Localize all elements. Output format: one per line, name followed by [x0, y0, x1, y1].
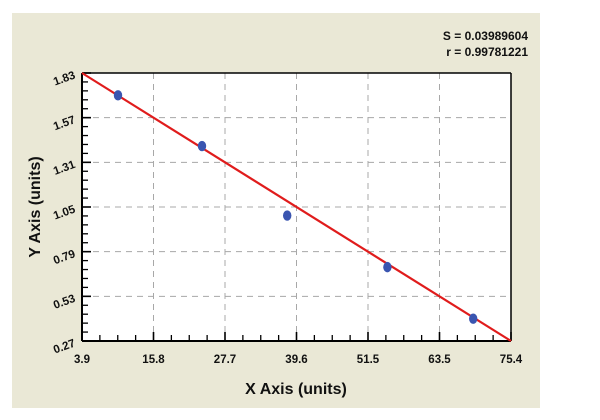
x-tick-label: 3.9	[74, 354, 90, 366]
x-tick-label: 63.5	[428, 354, 451, 366]
fit-line	[81, 72, 512, 342]
data-points	[113, 90, 478, 324]
y-tick-label: 1.57	[52, 114, 77, 133]
regression-line	[81, 72, 512, 342]
y-tick-label: 1.05	[52, 203, 78, 222]
s-value: S = 0.03989604	[442, 29, 528, 43]
data-point	[113, 90, 123, 101]
y-tick-label: 1.83	[52, 70, 77, 89]
data-point	[283, 210, 292, 221]
x-tick-label: 27.7	[214, 354, 236, 366]
data-point	[383, 261, 392, 273]
r-value: r = 0.99781221	[446, 45, 528, 59]
y-tick-label: 1.31	[52, 159, 78, 178]
data-point	[197, 140, 207, 152]
y-tick-label: 0.53	[52, 293, 77, 312]
grid-lines	[82, 73, 511, 341]
x-tick-labels: 3.9 15.8 27.7 39.6 51.5 63.5 75.4	[74, 354, 523, 366]
x-tick-label: 51.5	[357, 354, 380, 366]
y-axis-title: Y Axis (units)	[27, 156, 44, 257]
x-tick-label: 75.4	[500, 354, 523, 366]
regression-stats: S = 0.03989604 r = 0.99781221	[443, 28, 528, 60]
data-point	[469, 313, 478, 324]
y-tick-labels: 0.270.530.791.051.311.571.83	[52, 70, 78, 357]
x-tick-label: 39.6	[285, 354, 307, 366]
x-axis-title: X Axis (units)	[245, 381, 347, 398]
x-tick-label: 15.8	[142, 354, 165, 366]
y-tick-label: 0.79	[52, 248, 77, 267]
